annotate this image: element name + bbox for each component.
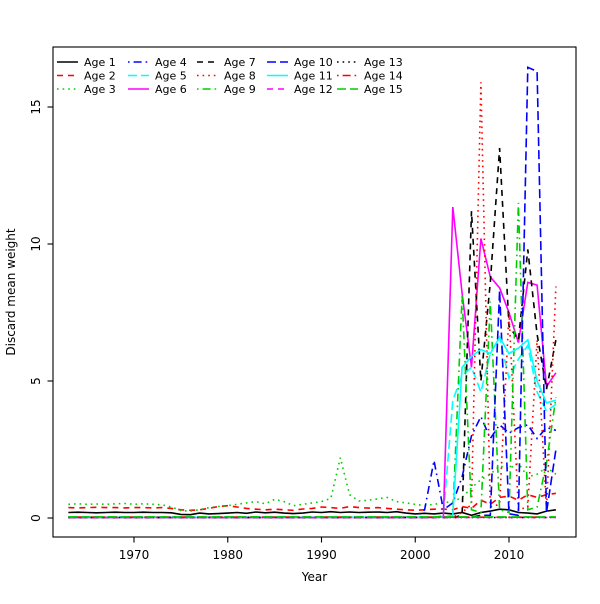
legend-item-age-4: Age 4	[128, 56, 187, 69]
legend-label-age-10: Age 10	[294, 56, 333, 69]
series-line-age-2	[68, 492, 557, 512]
legend-item-age-13: Age 13	[337, 56, 403, 69]
legend-label-age-1: Age 1	[84, 56, 116, 69]
legend-item-age-10: Age 10	[267, 56, 333, 69]
series-line-age-9	[68, 202, 557, 519]
legend-label-age-12: Age 12	[294, 83, 333, 96]
x-axis-title: Year	[301, 570, 327, 584]
legend-item-age-6: Age 6	[128, 83, 187, 96]
legend-label-age-3: Age 3	[84, 83, 116, 96]
legend-item-age-3: Age 3	[57, 83, 116, 96]
legend-item-age-1: Age 1	[57, 56, 116, 69]
series-line-age-3	[68, 457, 557, 512]
legend-label-age-13: Age 13	[364, 56, 403, 69]
legend-item-age-15: Age 15	[337, 83, 403, 96]
legend-label-age-11: Age 11	[294, 69, 333, 82]
x-axis-tick-label-2000: 2000	[400, 548, 431, 562]
y-axis-tick-label-15: 15	[29, 99, 43, 114]
legend-item-age-14: Age 14	[337, 69, 403, 82]
x-axis-tick-label-1970: 1970	[119, 548, 150, 562]
x-axis-tick-label-1980: 1980	[212, 548, 243, 562]
legend-item-age-12: Age 12	[267, 83, 333, 96]
legend-item-age-2: Age 2	[57, 69, 116, 82]
legend-item-age-5: Age 5	[128, 69, 187, 82]
series-line-age-8	[68, 82, 557, 519]
legend-label-age-2: Age 2	[84, 69, 116, 82]
legend-label-age-14: Age 14	[364, 69, 403, 82]
legend-label-age-8: Age 8	[224, 69, 256, 82]
x-axis-tick-label-1990: 1990	[306, 548, 337, 562]
x-axis-tick-label-2010: 2010	[494, 548, 525, 562]
legend-label-age-6: Age 6	[155, 83, 187, 96]
legend-item-age-11: Age 11	[267, 69, 333, 82]
legend-label-age-7: Age 7	[224, 56, 256, 69]
series-line-age-7	[68, 148, 557, 519]
legend-label-age-4: Age 4	[155, 56, 187, 69]
y-axis-title: Discard mean weight	[4, 228, 18, 356]
plot-box	[52, 46, 577, 538]
legend-label-age-5: Age 5	[155, 69, 187, 82]
legend-item-age-7: Age 7	[197, 56, 256, 69]
y-axis-tick-label-10: 10	[29, 236, 43, 251]
legend-item-age-8: Age 8	[197, 69, 256, 82]
legend-label-age-15: Age 15	[364, 83, 403, 96]
series-line-age-10	[68, 66, 557, 519]
legend-label-age-9: Age 9	[224, 83, 256, 96]
y-axis-tick-label-0: 0	[29, 514, 43, 522]
y-axis-tick-label-5: 5	[29, 377, 43, 385]
series-line-age-1	[68, 508, 557, 517]
legend-item-age-9: Age 9	[197, 83, 256, 96]
